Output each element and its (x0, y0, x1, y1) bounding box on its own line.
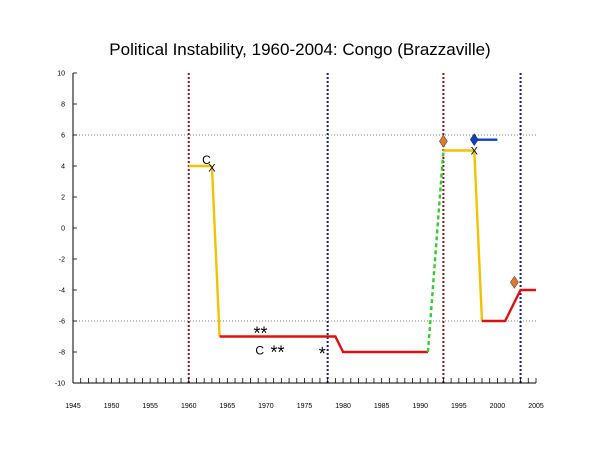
y-tick-label: 4 (61, 164, 65, 171)
y-tick-label: 10 (57, 71, 65, 78)
diamond-marker (439, 134, 448, 148)
x-tick-label: 1965 (220, 403, 236, 410)
x-tick-label: 1945 (65, 403, 81, 410)
annotation-marker: X (471, 145, 479, 157)
x-tick-label: 2000 (490, 403, 506, 410)
y-tick-label: 0 (61, 226, 65, 233)
x-tick-label: 1980 (335, 403, 351, 410)
y-tick-label: -2 (59, 257, 65, 264)
y-tick-label: 8 (61, 102, 65, 109)
series-segment (210, 165, 221, 337)
y-tick-label: -8 (59, 350, 65, 357)
annotation-marker: C (255, 344, 264, 358)
x-tick-label: 1960 (181, 403, 197, 410)
series-lines (188, 149, 536, 354)
x-tick-label: 1955 (142, 403, 158, 410)
diamond-marker (510, 275, 519, 289)
annotation-marker: X (208, 162, 216, 174)
markers: CX**C ** *X (202, 133, 519, 364)
x-tick-label: 1975 (297, 403, 313, 410)
annotation-marker: ** (254, 324, 268, 344)
series-segment (426, 150, 445, 353)
x-tick-label: 1950 (104, 403, 120, 410)
series-segment (481, 288, 536, 323)
reference-lines (73, 134, 536, 322)
series-segment (473, 150, 484, 322)
x-tick-label: 1985 (374, 403, 390, 410)
y-tick-label: -4 (59, 288, 65, 295)
y-tick-label: -6 (59, 319, 65, 326)
x-tick-label: 1990 (412, 403, 428, 410)
x-tick-label: 2005 (528, 403, 544, 410)
x-tick-label: 1970 (258, 403, 274, 410)
chart-title: Political Instability, 1960-2004: Congo … (109, 40, 491, 59)
series-segment (219, 335, 428, 354)
y-tick-label: -10 (55, 381, 65, 388)
x-tick-label: 1995 (451, 403, 467, 410)
y-tick-label: 2 (61, 195, 65, 202)
annotation-marker: ** (270, 342, 284, 362)
annotation-marker: * (319, 344, 326, 364)
diamond-marker (469, 133, 479, 147)
axes: 1945 1950 1955 1960 1965 1970 1975 1980 1985 1990… (55, 71, 544, 411)
y-tick-label: 6 (61, 133, 65, 140)
annotation-marker: C (202, 153, 211, 167)
